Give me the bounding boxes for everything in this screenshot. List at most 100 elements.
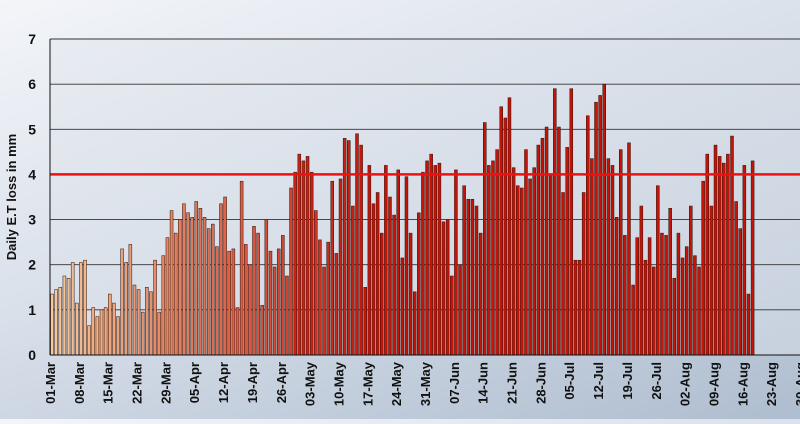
bar	[507, 97, 512, 356]
bar	[178, 219, 182, 356]
bar	[305, 156, 310, 356]
x-tick-label: 30-Aug	[793, 362, 800, 406]
bar	[79, 262, 83, 356]
bar	[483, 122, 487, 356]
bar	[264, 219, 269, 356]
x-tick-label: 16-Aug	[735, 362, 750, 406]
bar	[619, 149, 623, 356]
bar	[404, 176, 409, 356]
bar	[454, 169, 458, 356]
x-tick-label: 29-Mar	[158, 362, 173, 404]
bar	[235, 307, 240, 356]
bar	[75, 302, 79, 356]
bar	[272, 266, 277, 356]
bar	[610, 165, 615, 356]
bar	[140, 311, 145, 356]
bar	[553, 88, 557, 356]
x-tick-label: 12-Jul	[591, 362, 606, 400]
x-tick-label: 23-Aug	[764, 362, 779, 406]
bar	[116, 316, 120, 356]
bar	[540, 138, 545, 356]
bar	[112, 302, 116, 356]
bar	[598, 95, 602, 356]
bar	[606, 158, 611, 356]
bar	[326, 241, 330, 356]
bar	[379, 232, 384, 356]
bar	[668, 208, 672, 356]
bar	[194, 201, 199, 356]
bar	[491, 160, 495, 356]
bar	[536, 144, 541, 356]
x-tick-label: 05-Jul	[562, 362, 577, 400]
bar	[186, 212, 190, 356]
bar	[511, 167, 516, 356]
bar	[573, 259, 578, 356]
bar	[309, 171, 314, 356]
y-tick-label: 4	[28, 166, 36, 182]
bar	[520, 187, 524, 356]
bar	[738, 228, 742, 356]
x-tick-label: 14-Jun	[476, 362, 491, 404]
bar	[495, 149, 499, 356]
bar	[256, 232, 260, 356]
bar	[338, 178, 343, 356]
bar	[441, 221, 446, 356]
bar	[664, 235, 668, 356]
bar	[384, 165, 388, 356]
bar	[276, 248, 281, 356]
x-tick-label: 08-Mar	[72, 362, 87, 404]
bar	[83, 259, 87, 356]
y-tick-label: 2	[28, 257, 36, 273]
bar	[334, 253, 339, 356]
bar	[244, 244, 248, 356]
bar	[639, 205, 644, 356]
bar	[680, 257, 685, 356]
y-tick-label: 3	[28, 212, 36, 228]
bar	[342, 138, 347, 356]
bar	[108, 293, 112, 356]
bar	[594, 101, 598, 356]
bar	[293, 171, 297, 356]
x-tick-label: 17-May	[360, 361, 375, 406]
bar	[91, 307, 96, 356]
bar	[227, 250, 231, 356]
bar	[651, 266, 656, 356]
bar	[120, 248, 124, 356]
bar	[132, 284, 137, 356]
bar	[676, 232, 681, 356]
bar	[322, 266, 326, 356]
bar	[701, 180, 705, 356]
bar	[635, 237, 639, 356]
bar	[239, 180, 244, 356]
bar	[297, 153, 302, 356]
bar	[503, 117, 508, 356]
bar	[103, 307, 108, 356]
bar	[128, 244, 133, 356]
x-tick-label: 22-Mar	[130, 362, 145, 404]
bar	[697, 266, 701, 356]
bar	[136, 289, 141, 356]
bar	[429, 153, 433, 356]
bar	[586, 115, 590, 356]
bar	[396, 169, 400, 356]
bar	[515, 185, 520, 356]
x-tick-label: 24-May	[389, 361, 404, 406]
bar	[581, 192, 586, 356]
x-tick-label: 28-Jun	[533, 362, 548, 404]
bar	[421, 171, 425, 356]
bar	[462, 185, 466, 356]
bar	[145, 287, 149, 356]
bar	[433, 165, 438, 356]
bar	[124, 262, 128, 356]
bar	[268, 250, 273, 356]
axes	[49, 39, 800, 356]
bar	[709, 205, 714, 356]
x-tick-label: 03-May	[303, 361, 318, 406]
bar	[355, 133, 359, 356]
bar	[746, 293, 751, 356]
bar	[359, 144, 363, 356]
bar	[375, 192, 380, 356]
bar	[643, 259, 648, 356]
bar	[458, 264, 462, 356]
bar	[693, 255, 697, 356]
